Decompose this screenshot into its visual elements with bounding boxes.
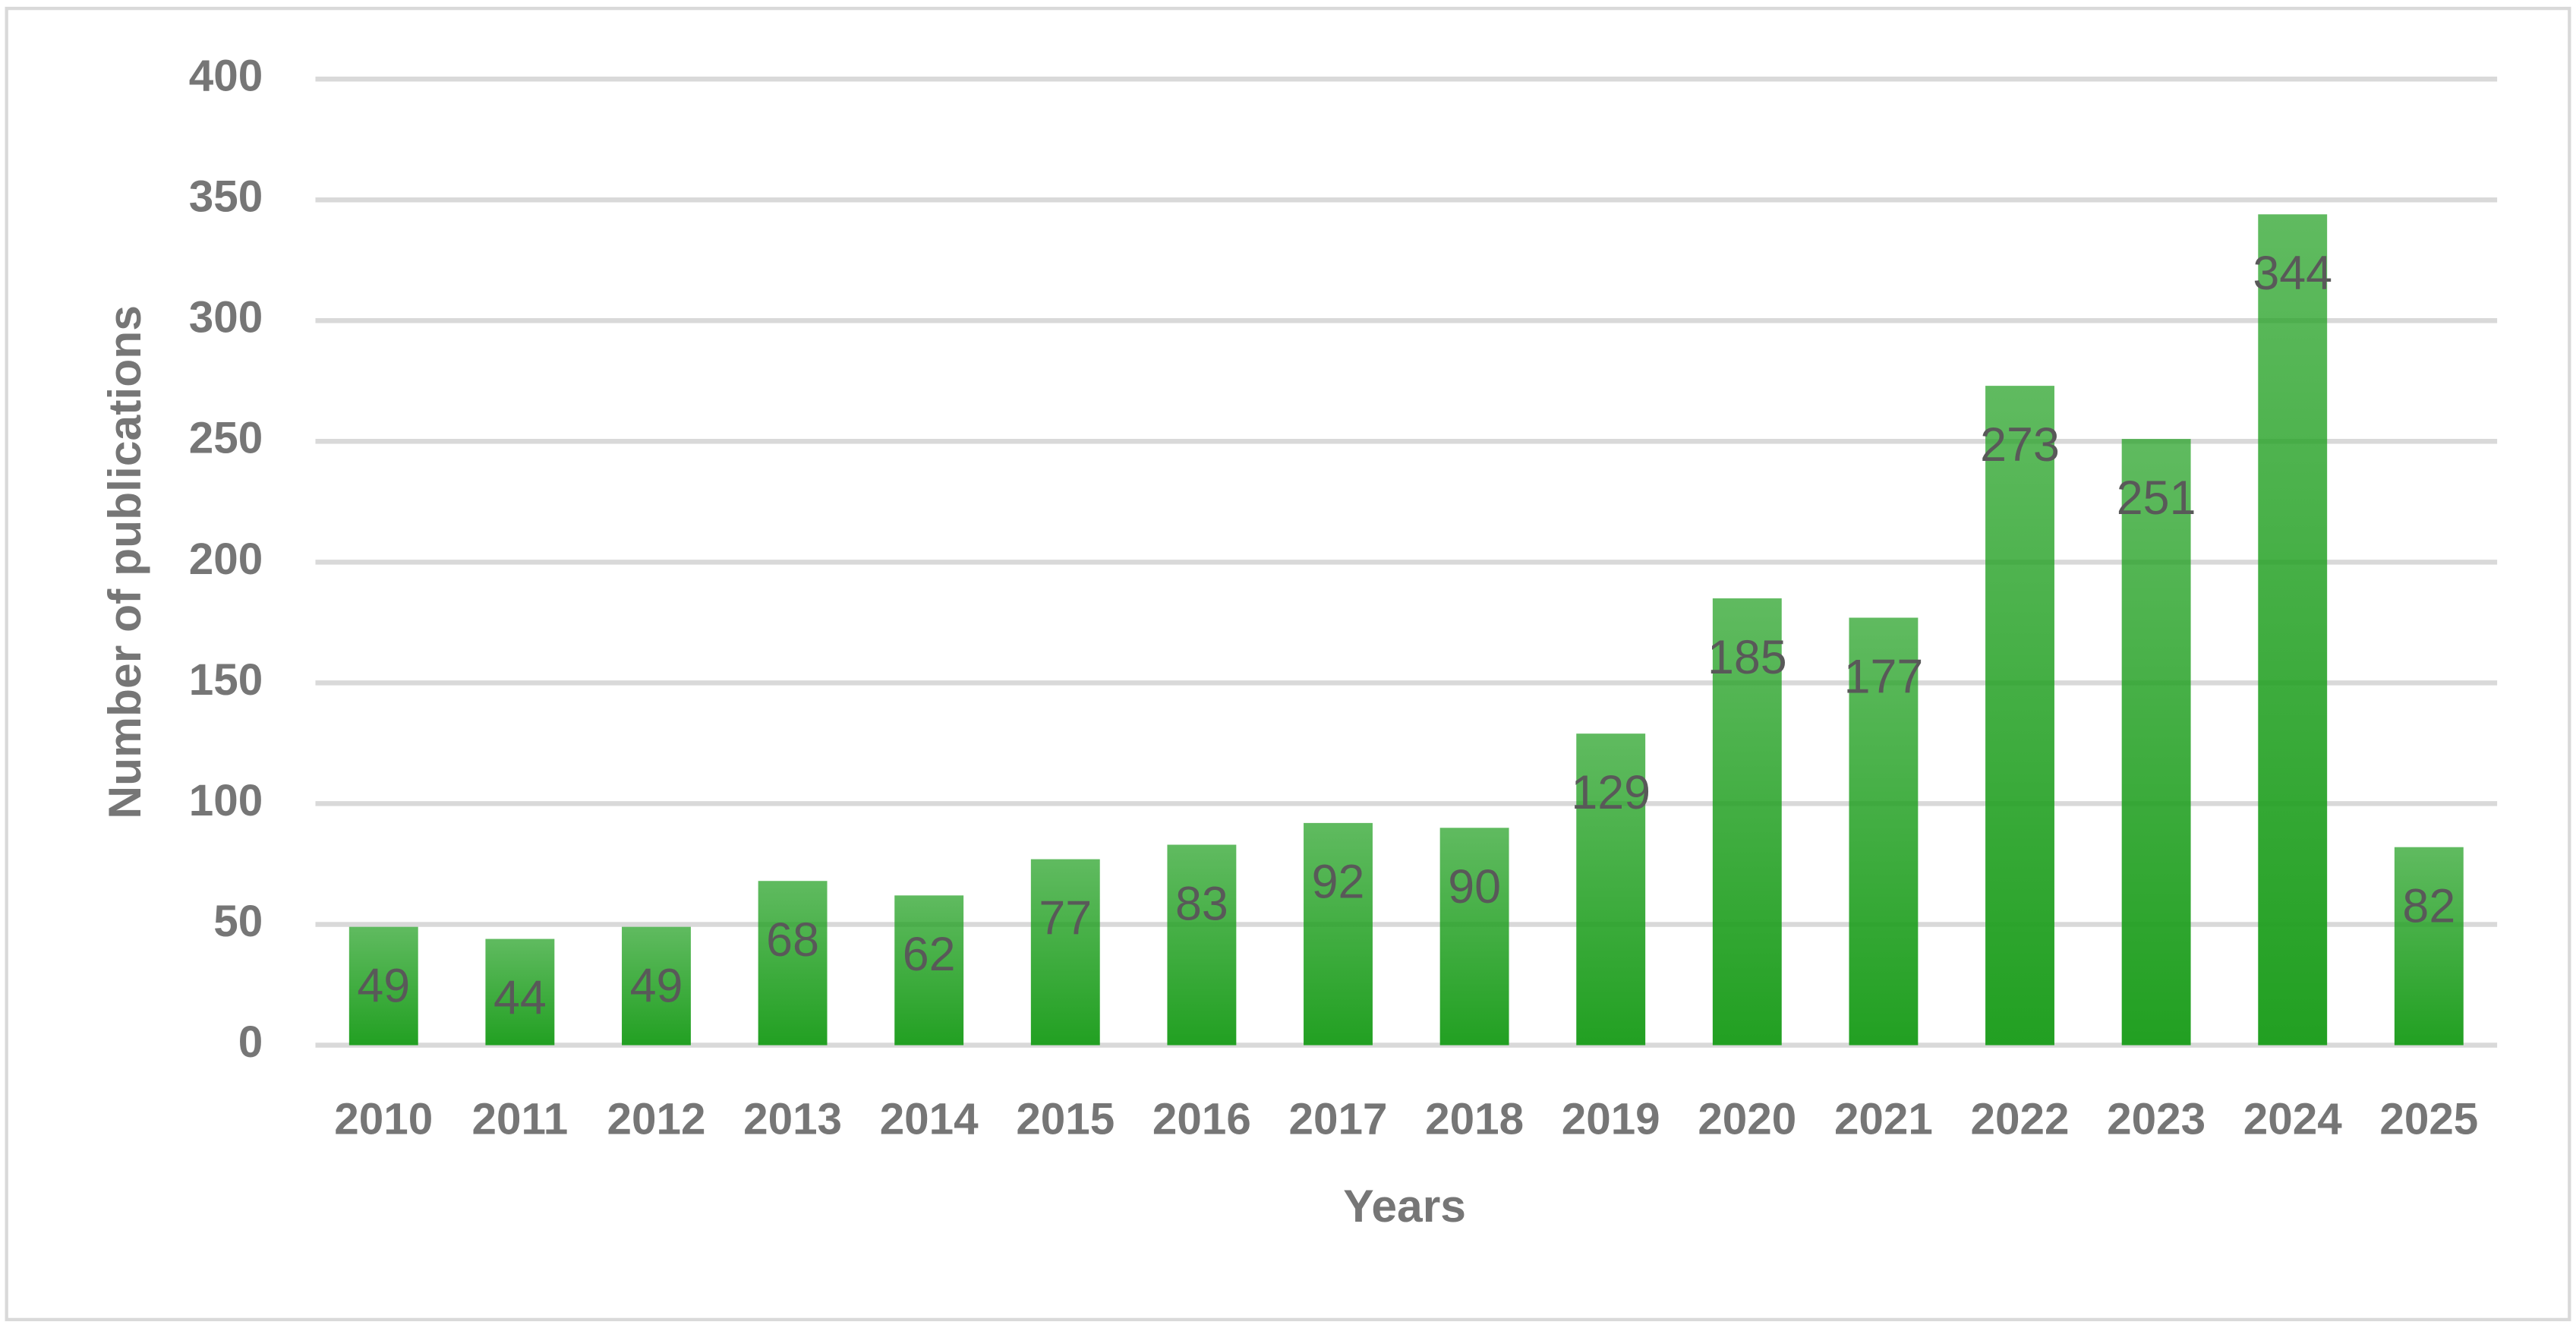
x-tick-label: 2016	[1152, 1095, 1251, 1144]
bar	[1849, 617, 1919, 1046]
x-tick-label: 2018	[1425, 1095, 1524, 1144]
y-tick-label: 300	[189, 293, 263, 342]
data-label: 251	[2117, 472, 2196, 525]
x-tick-label: 2025	[2379, 1095, 2478, 1144]
y-tick-label: 250	[189, 414, 263, 463]
data-label: 83	[1175, 877, 1228, 930]
bar	[1030, 859, 1100, 1046]
bar	[622, 926, 691, 1046]
data-label: 129	[1571, 766, 1651, 819]
data-label: 185	[1707, 631, 1787, 684]
bar	[2394, 847, 2464, 1046]
data-label: 273	[1980, 418, 2060, 472]
data-label: 344	[2253, 247, 2332, 300]
x-tick-label: 2014	[880, 1095, 979, 1144]
y-tick-label: 400	[189, 52, 263, 101]
y-tick-label: 0	[238, 1017, 263, 1067]
x-tick-label: 2024	[2243, 1095, 2342, 1144]
bar	[1439, 828, 1509, 1046]
data-label: 177	[1844, 650, 1924, 703]
x-tick-label: 2011	[472, 1095, 569, 1144]
x-tick-label: 2010	[334, 1095, 433, 1144]
x-tick-label: 2017	[1289, 1095, 1388, 1144]
x-tick-label: 2013	[743, 1095, 842, 1144]
bar	[1576, 733, 1646, 1046]
y-tick-label: 100	[189, 776, 263, 825]
data-label: 77	[1039, 891, 1092, 945]
y-tick-label: 50	[213, 897, 263, 946]
bar	[894, 895, 964, 1046]
x-tick-label: 2021	[1834, 1095, 1933, 1144]
bar	[1167, 844, 1237, 1046]
bar	[1985, 386, 2054, 1046]
x-axis-title: Years	[1343, 1180, 1466, 1232]
y-tick-label: 150	[189, 655, 263, 705]
bar	[2258, 214, 2328, 1046]
data-label: 68	[766, 913, 819, 967]
data-label: 62	[903, 928, 956, 981]
x-tick-label: 2023	[2107, 1095, 2206, 1144]
y-axis-title: Number of publications	[99, 305, 150, 819]
y-tick-label: 350	[189, 172, 263, 222]
x-tick-label: 2012	[607, 1095, 706, 1144]
data-label: 49	[357, 959, 410, 1012]
data-label: 49	[630, 959, 683, 1012]
x-tick-label: 2019	[1562, 1095, 1660, 1144]
x-tick-label: 2015	[1016, 1095, 1115, 1144]
bar	[2121, 439, 2191, 1046]
bar	[758, 881, 828, 1046]
bar	[1712, 598, 1782, 1046]
bar	[348, 926, 418, 1046]
x-tick-label: 2020	[1698, 1095, 1796, 1144]
data-label: 44	[493, 971, 547, 1024]
bar	[1304, 822, 1373, 1046]
x-tick-label: 2022	[1971, 1095, 2070, 1144]
data-label: 92	[1312, 856, 1365, 909]
data-label: 82	[2402, 879, 2455, 932]
data-label: 90	[1448, 860, 1501, 913]
bar	[485, 938, 555, 1046]
y-tick-label: 200	[189, 535, 263, 584]
